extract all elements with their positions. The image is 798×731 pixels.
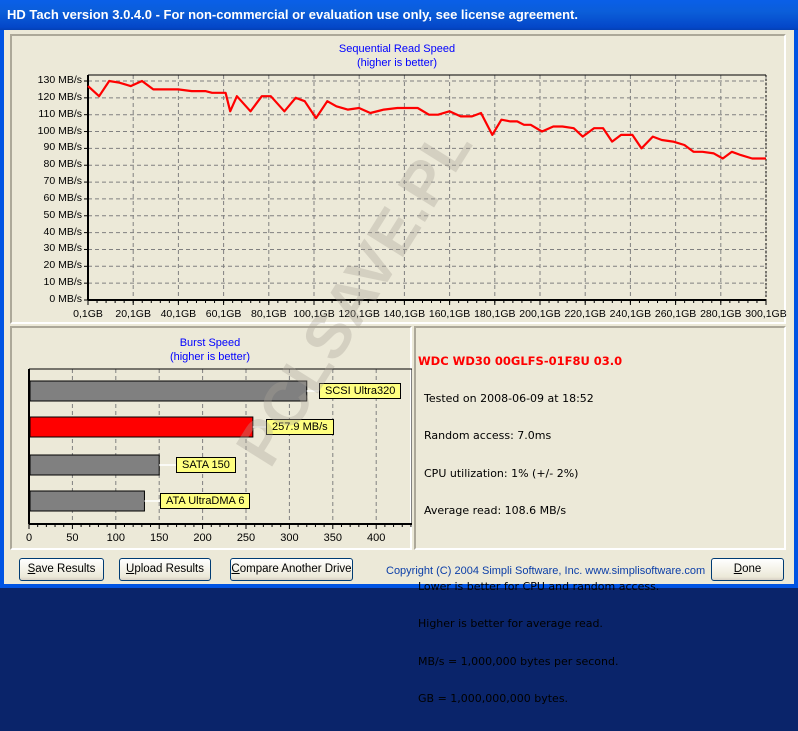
x-tick-label: 240,1GB (609, 308, 652, 320)
x-tick-label: 20,1GB (115, 308, 151, 320)
note-line: Higher is better for average read. (418, 617, 603, 630)
random-access: Random access: 7.0ms (424, 429, 552, 442)
note-line: MB/s = 1,000,000 bytes per second. (418, 654, 619, 668)
y-tick-label: 0 MB/s (49, 293, 82, 305)
upload-results-mnemonic: U (126, 563, 135, 575)
y-tick-label: 100 MB/s (37, 124, 82, 137)
y-tick-label: 60 MB/s (43, 191, 82, 204)
line-chart-title: Sequential Read Speed (higher is better) (12, 42, 782, 70)
burst-bar-label: SCSI Ultra320 (319, 383, 402, 399)
burst-x-tick-label: 100 (106, 532, 125, 544)
note-line: GB = 1,000,000,000 bytes. (418, 692, 569, 705)
copyright-link[interactable]: Copyright (C) 2004 Simpli Software, Inc.… (386, 565, 706, 577)
x-tick-label: 80,1GB (250, 308, 287, 320)
y-tick-label: 40 MB/s (43, 225, 82, 238)
burst-x-tick-label: 300 (280, 532, 299, 544)
reference-burst-bar (29, 490, 145, 512)
x-tick-label: 0,1GB (73, 308, 103, 320)
sequential-read-panel: Sequential Read Speed (higher is better)… (10, 34, 787, 324)
reference-burst-bar (29, 380, 308, 402)
x-tick-label: 40,1GB (160, 308, 197, 320)
y-tick-label: 20 MB/s (43, 259, 82, 272)
burst-bar-label: ATA UltraDMA 6 (160, 493, 251, 509)
x-tick-label: 200,1GB (519, 308, 561, 320)
save-results-mnemonic: S (27, 563, 36, 575)
compare-mnemonic: C (231, 563, 240, 575)
average-read: Average read: 108.6 MB/s (424, 504, 567, 517)
burst-bar-label: 257.9 MB/s (266, 419, 334, 435)
reference-burst-bar (29, 454, 160, 476)
x-tick-label: 300,1GB (745, 308, 787, 320)
x-tick-label: 60,1GB (205, 308, 242, 320)
burst-bar-label: SATA 150 (176, 457, 236, 473)
x-tick-label: 120,1GB (338, 308, 380, 320)
x-tick-label: 140,1GB (383, 308, 426, 320)
drive-info-panel: WDC WD30 00GLFS-01F8U 03.0 Tested on 200… (414, 326, 786, 705)
title-bar[interactable]: HD Tach version 3.0.4.0 - For non-commer… (0, 0, 798, 30)
burst-speed-panel: Burst Speed (higher is better) SCSI Ultr… (10, 326, 412, 550)
window-title: HD Tach version 3.0.4.0 - For non-commer… (7, 7, 578, 22)
upload-results-label: pload Results (134, 563, 204, 575)
x-tick-label: 280,1GB (700, 308, 742, 320)
cpu-utilization: CPU utilization: 1% (+/- 2%) (424, 466, 579, 480)
burst-x-tick-label: 200 (193, 532, 212, 544)
app-window: HD Tach version 3.0.4.0 - For non-commer… (0, 0, 798, 705)
upload-results-button[interactable]: Upload Results (119, 558, 211, 581)
drive-burst-bar (29, 416, 254, 438)
burst-x-tick-label: 150 (150, 532, 169, 544)
burst-chart-title-text: Burst Speed (179, 337, 241, 349)
compare-another-drive-button[interactable]: Compare Another Drive (230, 558, 353, 581)
burst-x-tick-label: 350 (323, 532, 342, 544)
done-label: one (742, 563, 762, 575)
x-tick-label: 180,1GB (474, 308, 516, 320)
y-tick-label: 90 MB/s (43, 141, 82, 154)
burst-x-tick-label: 0 (25, 532, 33, 544)
burst-speed-chart (28, 368, 412, 529)
burst-x-tick-label: 250 (236, 532, 256, 544)
y-tick-label: 80 MB/s (43, 158, 82, 171)
drive-name: WDC WD30 00GLFS-01F8U 03.0 (418, 354, 623, 368)
drive-info: WDC WD30 00GLFS-01F8U 03.0 Tested on 200… (418, 330, 659, 731)
y-tick-label: 130 MB/s (37, 74, 82, 86)
line-chart-subtitle: (higher is better) (356, 57, 438, 69)
note-line: Lower is better for CPU and random acces… (418, 579, 660, 593)
sequential-read-chart (84, 74, 767, 305)
burst-chart-subtitle: (higher is better) (169, 351, 251, 363)
burst-x-tick-label: 400 (367, 532, 386, 544)
y-tick-label: 30 MB/s (43, 242, 82, 255)
y-tick-label: 50 MB/s (43, 208, 82, 221)
tested-date: Tested on 2008-06-09 at 18:52 (424, 391, 594, 405)
done-button[interactable]: Done (711, 558, 784, 581)
y-tick-label: 10 MB/s (43, 276, 82, 289)
x-tick-label: 260,1GB (654, 308, 697, 320)
done-mnemonic: D (733, 563, 743, 575)
x-tick-label: 100,1GB (293, 308, 335, 320)
client-area: Sequential Read Speed (higher is better)… (4, 30, 794, 705)
y-tick-label: 70 MB/s (43, 175, 82, 188)
x-tick-label: 160,1GB (428, 308, 471, 320)
x-tick-label: 220,1GB (564, 308, 606, 320)
compare-label: ompare Another Drive (239, 563, 352, 575)
save-results-button[interactable]: Save Results (19, 558, 104, 581)
read-speed-line (87, 79, 766, 160)
save-results-label: ave Results (35, 563, 96, 575)
line-chart-title-text: Sequential Read Speed (338, 43, 456, 55)
y-tick-label: 110 MB/s (38, 107, 82, 120)
burst-x-tick-label: 50 (66, 532, 79, 544)
y-tick-label: 120 MB/s (37, 90, 82, 103)
burst-chart-title: Burst Speed (higher is better) (12, 336, 408, 364)
